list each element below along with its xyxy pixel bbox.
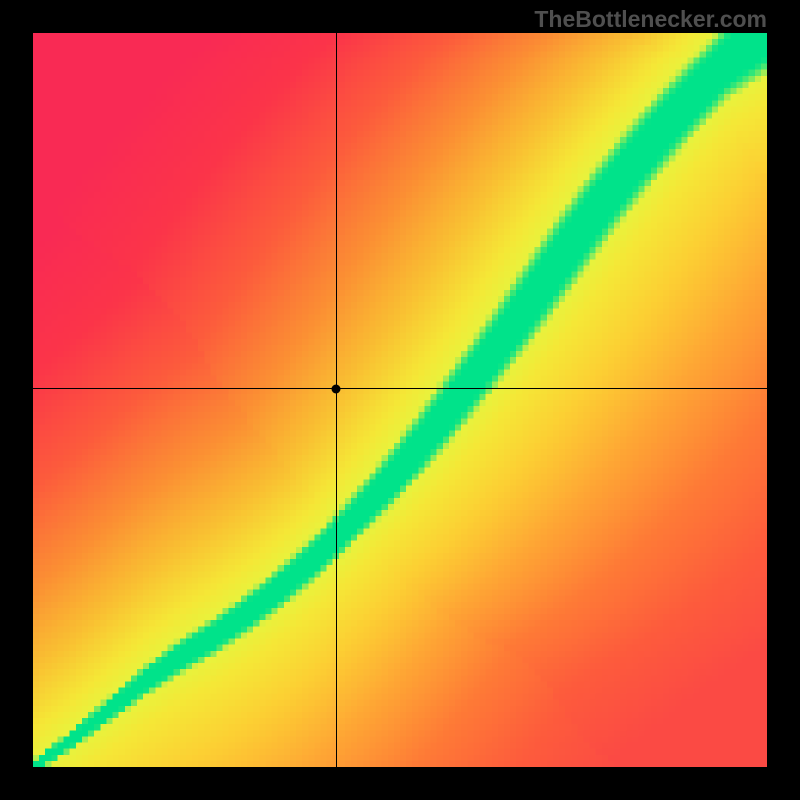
bottleneck-heatmap	[33, 33, 767, 767]
crosshair-marker	[332, 384, 341, 393]
watermark-text: TheBottlenecker.com	[534, 6, 767, 33]
crosshair-horizontal	[33, 388, 767, 389]
crosshair-vertical	[336, 33, 337, 767]
